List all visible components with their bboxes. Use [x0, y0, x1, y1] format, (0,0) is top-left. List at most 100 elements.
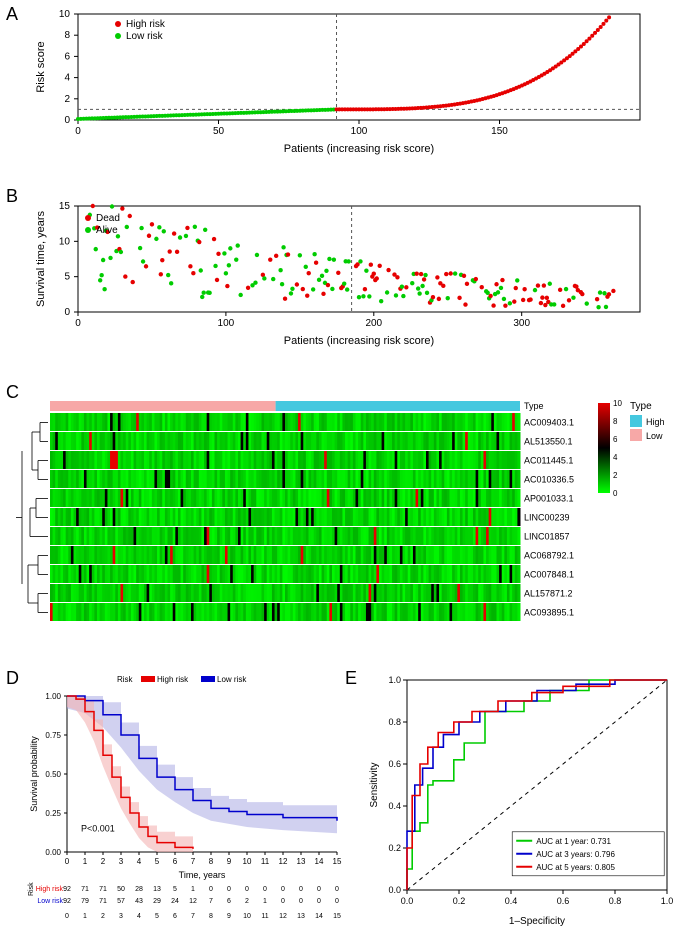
svg-text:71: 71 [81, 886, 89, 893]
svg-text:1–Specificity: 1–Specificity [509, 916, 565, 927]
svg-text:0.0: 0.0 [401, 896, 414, 906]
svg-text:29: 29 [153, 898, 161, 905]
svg-text:Risk score: Risk score [35, 41, 47, 92]
svg-text:0: 0 [613, 489, 618, 498]
svg-text:Low: Low [646, 431, 663, 441]
svg-text:AC009403.1: AC009403.1 [524, 417, 574, 427]
svg-text:0: 0 [209, 886, 213, 893]
svg-text:0.4: 0.4 [388, 801, 401, 811]
svg-text:AL157871.2: AL157871.2 [524, 588, 573, 598]
svg-text:1.0: 1.0 [388, 675, 401, 685]
svg-text:1: 1 [83, 913, 87, 920]
svg-text:0: 0 [65, 913, 69, 920]
svg-text:Type: Type [630, 401, 652, 412]
svg-text:0: 0 [281, 898, 285, 905]
svg-text:5: 5 [64, 272, 70, 283]
svg-text:3: 3 [119, 857, 124, 866]
svg-text:Patients (increasing risk scor: Patients (increasing risk score) [284, 143, 434, 155]
svg-text:5: 5 [173, 886, 177, 893]
svg-text:15: 15 [333, 857, 342, 866]
svg-text:0: 0 [317, 886, 321, 893]
panel-label-e: E [345, 668, 357, 689]
svg-text:14: 14 [315, 913, 323, 920]
svg-text:0: 0 [64, 115, 70, 126]
svg-text:Sensitivity: Sensitivity [369, 762, 380, 807]
svg-text:Low risk: Low risk [37, 898, 63, 905]
svg-text:0.50: 0.50 [45, 770, 61, 779]
svg-text:13: 13 [153, 886, 161, 893]
svg-text:79: 79 [81, 898, 89, 905]
svg-text:10: 10 [59, 9, 71, 20]
svg-text:0: 0 [281, 886, 285, 893]
svg-text:13: 13 [297, 857, 306, 866]
svg-text:0.6: 0.6 [388, 759, 401, 769]
svg-text:1.0: 1.0 [661, 896, 674, 906]
panel-d-kaplan-meier: 01234567891011121314150.000.250.500.751.… [25, 670, 345, 940]
svg-text:0.2: 0.2 [388, 843, 401, 853]
svg-text:9: 9 [227, 913, 231, 920]
svg-text:4: 4 [613, 453, 618, 462]
svg-text:100: 100 [218, 318, 235, 329]
svg-text:12: 12 [279, 913, 287, 920]
svg-text:AC007848.1: AC007848.1 [524, 569, 574, 579]
svg-text:0: 0 [299, 898, 303, 905]
svg-text:4: 4 [137, 857, 142, 866]
svg-text:AC093895.1: AC093895.1 [524, 607, 574, 617]
svg-text:10: 10 [243, 857, 252, 866]
svg-text:2: 2 [613, 471, 618, 480]
svg-text:AUC at 5 years: 0.805: AUC at 5 years: 0.805 [536, 863, 615, 872]
svg-text:8: 8 [209, 857, 214, 866]
svg-text:Type: Type [524, 401, 544, 411]
svg-text:AC010336.5: AC010336.5 [524, 474, 574, 484]
svg-text:8: 8 [64, 30, 70, 41]
svg-text:92: 92 [63, 886, 71, 893]
svg-text:5: 5 [155, 857, 160, 866]
svg-text:0.75: 0.75 [45, 731, 61, 740]
svg-text:9: 9 [227, 857, 232, 866]
panel-label-d: D [6, 668, 19, 689]
panel-e-roc: 0.00.20.40.60.81.00.00.20.40.60.81.01–Sp… [365, 670, 675, 930]
svg-text:0: 0 [65, 857, 70, 866]
svg-text:100: 100 [351, 126, 368, 137]
svg-text:6: 6 [173, 913, 177, 920]
svg-text:0: 0 [227, 886, 231, 893]
svg-text:11: 11 [261, 913, 268, 920]
svg-text:High risk: High risk [36, 886, 64, 893]
svg-text:0.0: 0.0 [388, 885, 401, 895]
svg-text:P<0.001: P<0.001 [81, 824, 115, 834]
svg-text:6: 6 [173, 857, 178, 866]
svg-text:1: 1 [263, 898, 267, 905]
svg-text:6: 6 [64, 51, 70, 62]
svg-text:6: 6 [613, 435, 618, 444]
svg-text:Survival time, years: Survival time, years [35, 211, 47, 307]
svg-text:12: 12 [189, 898, 197, 905]
panel-b-survival-time: 0100200300051015Patients (increasing ris… [30, 200, 650, 350]
svg-text:50: 50 [117, 886, 125, 893]
svg-text:10: 10 [243, 913, 251, 920]
svg-text:4: 4 [137, 913, 141, 920]
svg-text:6: 6 [227, 898, 231, 905]
svg-text:43: 43 [135, 898, 143, 905]
svg-text:AC068792.1: AC068792.1 [524, 550, 574, 560]
svg-text:14: 14 [315, 857, 324, 866]
svg-text:AC011445.1: AC011445.1 [524, 455, 573, 465]
svg-text:71: 71 [99, 898, 107, 905]
svg-text:2: 2 [101, 913, 105, 920]
svg-text:Risk: Risk [28, 882, 35, 896]
svg-text:71: 71 [99, 886, 107, 893]
svg-text:Risk: Risk [117, 675, 134, 684]
svg-text:0: 0 [317, 898, 321, 905]
svg-text:0: 0 [335, 886, 339, 893]
svg-text:200: 200 [365, 318, 382, 329]
svg-text:Survival probability: Survival probability [29, 736, 39, 812]
svg-text:AUC at 3 years: 0.796: AUC at 3 years: 0.796 [536, 850, 615, 859]
svg-text:High risk: High risk [157, 675, 189, 684]
svg-text:7: 7 [209, 898, 213, 905]
svg-text:0.8: 0.8 [388, 717, 401, 727]
svg-text:Patients (increasing risk scor: Patients (increasing risk score) [284, 335, 434, 347]
svg-text:LINC01857: LINC01857 [524, 531, 570, 541]
svg-text:AP001033.1: AP001033.1 [524, 493, 574, 503]
svg-text:1: 1 [83, 857, 88, 866]
svg-text:3: 3 [119, 913, 123, 920]
svg-text:0: 0 [75, 126, 81, 137]
